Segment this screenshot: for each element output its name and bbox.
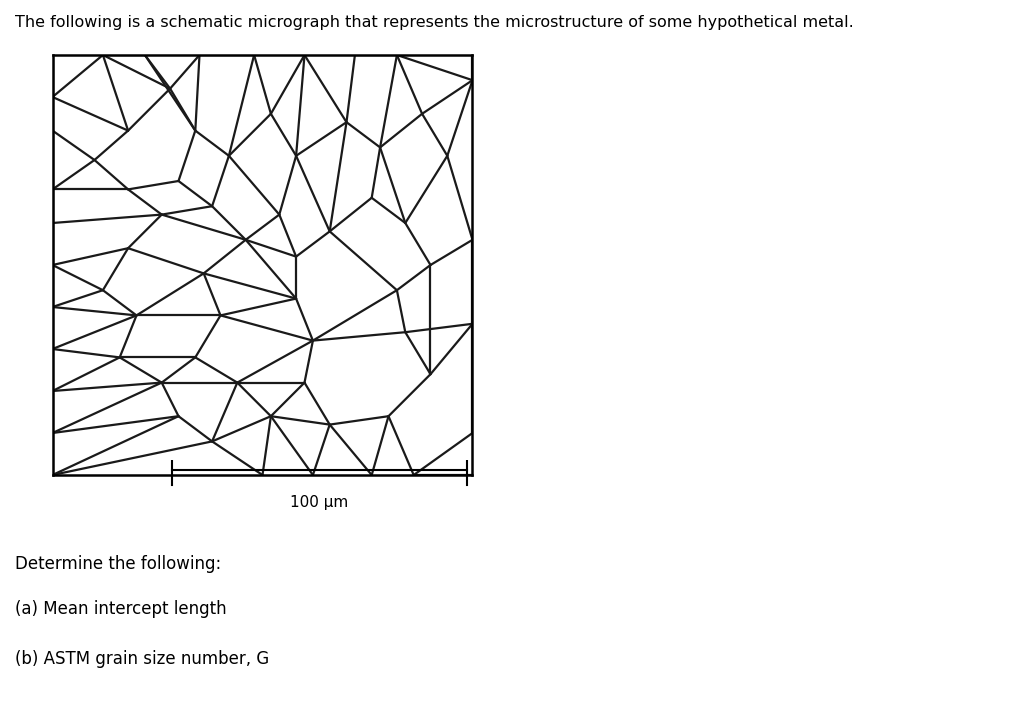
Text: 100 μm: 100 μm	[290, 495, 348, 510]
Text: Determine the following:: Determine the following:	[15, 555, 221, 573]
Text: The following is a schematic micrograph that represents the microstructure of so: The following is a schematic micrograph …	[15, 15, 854, 30]
Text: (a) Mean intercept length: (a) Mean intercept length	[15, 600, 226, 618]
Text: (b) ASTM grain size number, G: (b) ASTM grain size number, G	[15, 650, 269, 668]
